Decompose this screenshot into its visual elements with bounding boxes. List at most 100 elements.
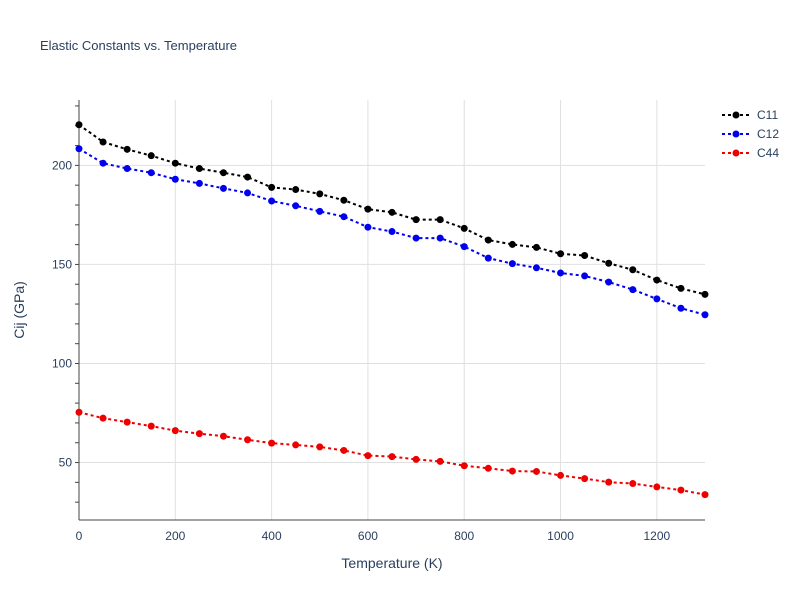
data-point [75,145,83,153]
legend-marker-swatch [732,130,740,138]
data-point [701,311,709,319]
data-point [171,175,179,183]
data-point [316,190,324,198]
legend-marker-swatch [732,111,740,119]
x-tick-label: 800 [454,529,474,543]
data-point [244,173,252,181]
data-point [677,284,685,292]
data-point [147,422,155,430]
data-point [557,269,565,277]
x-axis-title: Temperature (K) [341,555,442,571]
data-point [605,478,613,486]
legend-label: C12 [757,127,779,141]
data-point [581,252,589,260]
data-point [412,234,420,242]
y-tick-label: 200 [52,158,72,172]
data-point [484,236,492,244]
y-axis-title: Cij (GPa) [11,281,27,339]
data-point [605,278,613,286]
data-point [340,196,348,204]
data-point [219,184,227,192]
data-point [316,443,324,451]
data-point [677,304,685,312]
data-point [388,453,396,461]
data-point [436,234,444,242]
data-point [123,165,131,173]
legend-item-c44[interactable]: C44 [722,146,779,160]
data-point [340,213,348,221]
data-point [532,243,540,251]
data-point [701,491,709,499]
data-point [557,250,565,258]
tick-labels: 0 200 400 600 800 1000 1200 50 100 150 200 [52,105,671,543]
legend-label: C11 [757,108,778,122]
x-tick-label: 600 [358,529,378,543]
y-tick-label: 100 [52,356,72,370]
data-point [412,455,420,463]
data-point [388,228,396,236]
y-tick-label: 50 [59,456,73,470]
data-point [292,202,300,210]
data-point [123,418,131,426]
data-point [268,183,276,191]
data-point [460,243,468,251]
legend-item-c11[interactable]: C11 [722,108,778,122]
data-point [677,486,685,494]
data-point [557,471,565,479]
series-layer [75,121,709,499]
x-tick-label: 400 [262,529,282,543]
series-c44 [75,408,709,499]
data-point [436,457,444,465]
data-point [99,159,107,167]
data-point [244,436,252,444]
data-point [581,272,589,280]
data-point [532,264,540,272]
data-point [629,286,637,294]
legend-label: C44 [757,146,779,160]
data-point [171,159,179,167]
data-point [364,452,372,460]
data-point [508,467,516,475]
data-point [629,480,637,488]
series-c11 [75,121,709,298]
data-point [436,216,444,224]
data-point [99,138,107,146]
data-point [484,464,492,472]
data-point [653,295,661,303]
legend[interactable]: C11 C12 C44 [722,108,779,160]
data-point [460,224,468,232]
data-point [75,408,83,416]
data-point [508,240,516,248]
data-point [75,121,83,129]
data-point [171,427,179,435]
x-tick-label: 1000 [547,529,574,543]
legend-item-c12[interactable]: C12 [722,127,779,141]
data-point [653,483,661,491]
x-tick-label: 200 [165,529,185,543]
chart-title: Elastic Constants vs. Temperature [40,38,237,53]
data-point [195,165,203,173]
data-point [147,152,155,160]
data-point [701,290,709,298]
data-point [388,208,396,216]
data-point [147,169,155,177]
data-point [605,259,613,267]
data-point [219,432,227,440]
data-point [195,430,203,438]
legend-marker-swatch [732,149,740,157]
data-point [629,266,637,274]
data-point [484,254,492,262]
data-point [244,189,252,197]
data-point [219,169,227,177]
data-point [292,186,300,194]
data-point [412,216,420,224]
data-point [195,179,203,187]
data-point [581,475,589,483]
data-point [364,223,372,231]
data-point [532,467,540,475]
data-point [268,197,276,205]
series-c12 [75,145,709,319]
